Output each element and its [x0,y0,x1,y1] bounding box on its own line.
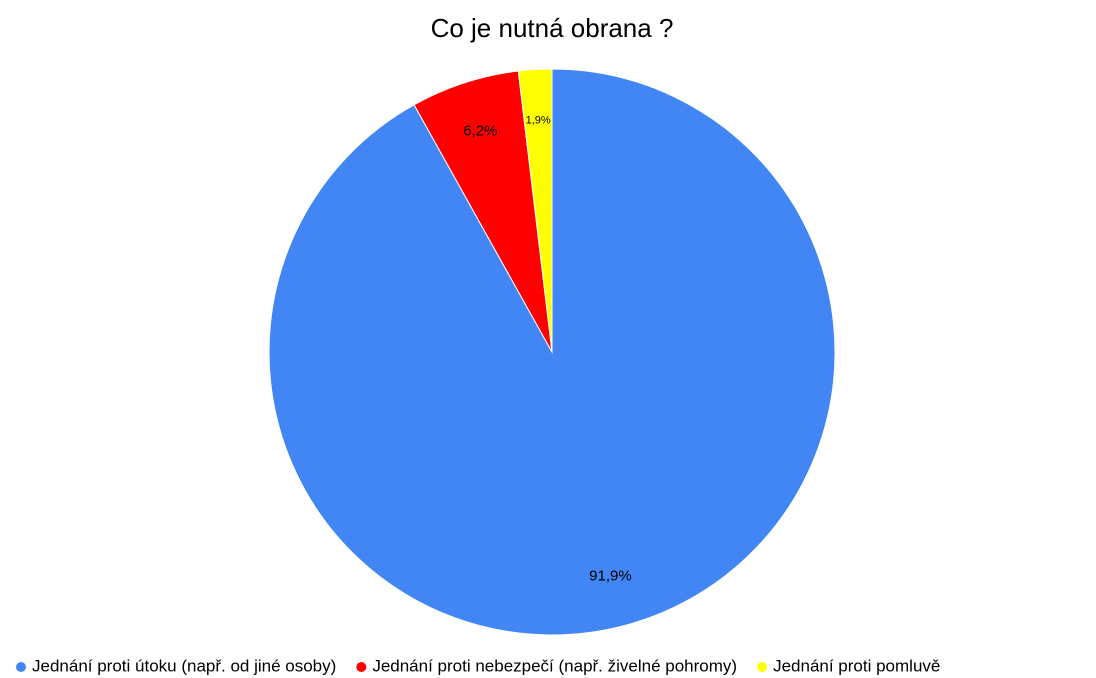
legend-marker [16,662,26,672]
chart-title: Co je nutná obrana ? [431,13,674,43]
slice-label: 91,9% [589,568,632,585]
legend-marker [757,662,768,672]
legend-label: Jednání proti pomluvě [773,656,940,675]
legend-label: Jednání proti nebezpečí (např. živelné p… [372,656,737,675]
slice-label: 6,2% [463,122,497,139]
legend-marker [356,662,367,672]
pie-slice [517,68,553,353]
slice-label: 1,9% [526,114,551,126]
legend-label: Jednání proti útoku (např. od jiné osoby… [32,656,336,675]
